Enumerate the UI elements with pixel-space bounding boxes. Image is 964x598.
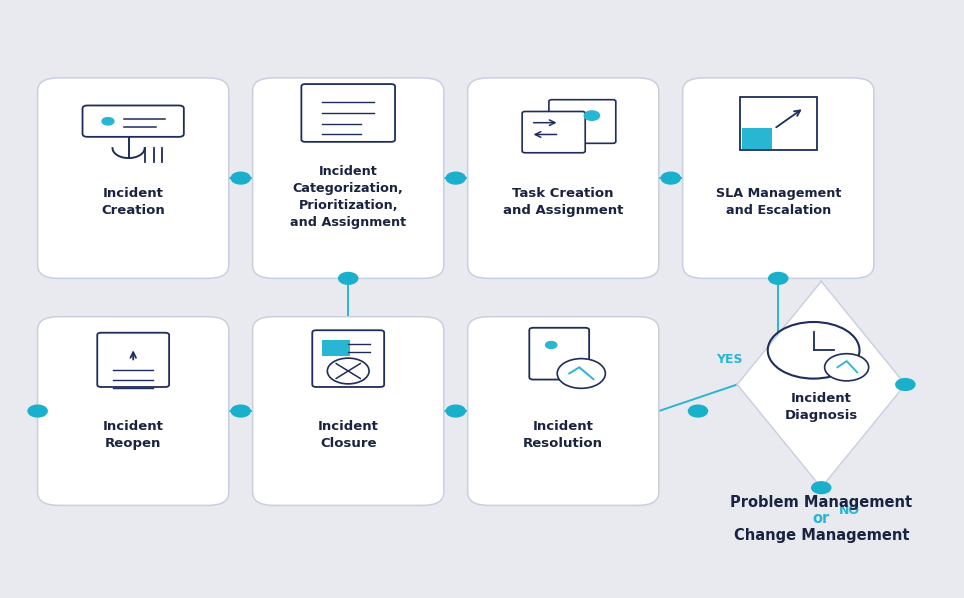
FancyBboxPatch shape [522,111,585,152]
FancyBboxPatch shape [549,100,616,144]
Circle shape [812,482,831,493]
Text: Change Management: Change Management [734,528,909,543]
Text: Incident
Resolution: Incident Resolution [523,420,603,450]
Circle shape [231,172,251,184]
Text: Incident
Categorization,
Prioritization,
and Assignment: Incident Categorization, Prioritization,… [290,165,406,229]
FancyBboxPatch shape [468,317,658,505]
Circle shape [896,379,915,390]
FancyBboxPatch shape [741,127,772,149]
Circle shape [688,405,708,417]
Text: Incident
Closure: Incident Closure [318,420,379,450]
FancyBboxPatch shape [38,78,228,278]
Text: Task Creation
and Assignment: Task Creation and Assignment [503,187,624,216]
Circle shape [446,172,466,184]
Circle shape [768,273,788,284]
Polygon shape [737,281,905,488]
FancyBboxPatch shape [468,78,658,278]
Circle shape [102,118,114,125]
Text: Incident
Reopen: Incident Reopen [103,420,164,450]
Text: SLA Management
and Escalation: SLA Management and Escalation [715,187,841,216]
Text: Problem Management: Problem Management [730,495,912,510]
Circle shape [28,405,47,417]
Circle shape [446,405,466,417]
Circle shape [824,353,869,381]
Text: Incident
Creation: Incident Creation [101,187,165,216]
Text: or: or [813,511,830,526]
FancyBboxPatch shape [683,78,873,278]
Circle shape [584,111,600,120]
FancyBboxPatch shape [38,317,228,505]
Circle shape [546,341,557,349]
Circle shape [231,405,251,417]
FancyBboxPatch shape [322,340,350,356]
FancyBboxPatch shape [253,78,443,278]
Text: Incident
Diagnosis: Incident Diagnosis [785,392,858,422]
Circle shape [661,172,681,184]
Circle shape [338,273,358,284]
Text: YES: YES [716,353,743,366]
Circle shape [557,359,605,388]
FancyBboxPatch shape [253,317,443,505]
Text: NO: NO [839,504,860,517]
